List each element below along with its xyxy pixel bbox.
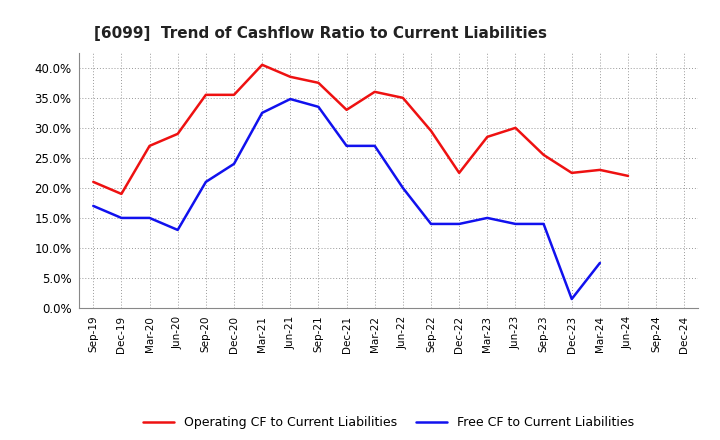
Operating CF to Current Liabilities — [539, 152, 548, 158]
Operating CF to Current Liabilities — [455, 170, 464, 176]
Operating CF to Current Liabilities — [370, 89, 379, 95]
Operating CF to Current Liabilities — [89, 179, 98, 184]
Free CF to Current Liabilities — [230, 161, 238, 166]
Operating CF to Current Liabilities — [314, 80, 323, 85]
Operating CF to Current Liabilities — [483, 134, 492, 139]
Operating CF to Current Liabilities — [145, 143, 154, 149]
Free CF to Current Liabilities — [595, 260, 604, 266]
Free CF to Current Liabilities — [117, 215, 126, 220]
Free CF to Current Liabilities — [539, 221, 548, 227]
Free CF to Current Liabilities — [567, 297, 576, 302]
Legend: Operating CF to Current Liabilities, Free CF to Current Liabilities: Operating CF to Current Liabilities, Fre… — [138, 411, 639, 434]
Free CF to Current Liabilities — [314, 104, 323, 110]
Free CF to Current Liabilities — [286, 96, 294, 102]
Text: [6099]  Trend of Cashflow Ratio to Current Liabilities: [6099] Trend of Cashflow Ratio to Curren… — [94, 26, 546, 41]
Free CF to Current Liabilities — [455, 221, 464, 227]
Free CF to Current Liabilities — [427, 221, 436, 227]
Operating CF to Current Liabilities — [117, 191, 126, 197]
Operating CF to Current Liabilities — [230, 92, 238, 98]
Line: Free CF to Current Liabilities: Free CF to Current Liabilities — [94, 99, 600, 299]
Operating CF to Current Liabilities — [624, 173, 632, 179]
Operating CF to Current Liabilities — [595, 167, 604, 172]
Free CF to Current Liabilities — [145, 215, 154, 220]
Operating CF to Current Liabilities — [399, 95, 408, 100]
Free CF to Current Liabilities — [399, 185, 408, 191]
Free CF to Current Liabilities — [511, 221, 520, 227]
Operating CF to Current Liabilities — [202, 92, 210, 98]
Free CF to Current Liabilities — [202, 179, 210, 184]
Free CF to Current Liabilities — [89, 203, 98, 209]
Free CF to Current Liabilities — [483, 215, 492, 220]
Free CF to Current Liabilities — [342, 143, 351, 149]
Free CF to Current Liabilities — [258, 110, 266, 115]
Operating CF to Current Liabilities — [286, 74, 294, 80]
Free CF to Current Liabilities — [174, 227, 182, 233]
Operating CF to Current Liabilities — [342, 107, 351, 113]
Operating CF to Current Liabilities — [567, 170, 576, 176]
Operating CF to Current Liabilities — [174, 131, 182, 136]
Operating CF to Current Liabilities — [427, 128, 436, 133]
Operating CF to Current Liabilities — [511, 125, 520, 131]
Operating CF to Current Liabilities — [258, 62, 266, 67]
Free CF to Current Liabilities — [370, 143, 379, 149]
Line: Operating CF to Current Liabilities: Operating CF to Current Liabilities — [94, 65, 628, 194]
